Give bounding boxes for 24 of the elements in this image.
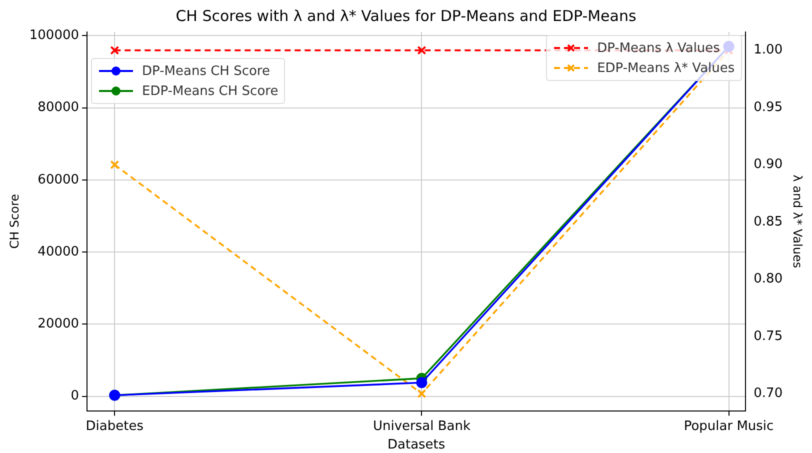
legend-label: DP-Means CH Score [142, 64, 270, 78]
chart-title: CH Scores with λ and λ* Values for DP-Means and EDP-Means [176, 6, 636, 25]
y2-tick-label: 0.85 [754, 214, 783, 230]
y2-axis-title: λ and λ* Values [790, 174, 805, 268]
y-tick-label: 100000 [29, 28, 80, 43]
legend-label: EDP-Means CH Score [142, 84, 278, 98]
x-axis-title: Datasets [387, 438, 446, 453]
y-tick-label: 80000 [38, 100, 80, 116]
y-tick-label: 0 [70, 388, 80, 404]
y-tick-label: 60000 [38, 172, 80, 188]
x-tick-label: Diabetes [86, 418, 144, 434]
legend-label: DP-Means λ Values [597, 40, 720, 56]
y-tick-label: 20000 [38, 316, 80, 332]
y-axis-title: CH Score [7, 194, 22, 249]
y-tick-label: 40000 [38, 244, 80, 260]
x-tick-label: Popular Music [684, 418, 774, 434]
legend-label: EDP-Means λ* Values [597, 60, 735, 76]
x-tick-label: Universal Bank [372, 418, 471, 434]
y2-tick-label: 0.70 [754, 386, 783, 402]
y2-tick-label: 0.75 [754, 328, 783, 344]
y2-tick-label: 0.95 [754, 100, 783, 115]
y2-tick-label: 0.80 [754, 272, 783, 287]
y2-tick-label: 1.00 [754, 42, 783, 58]
y2-tick-label: 0.90 [754, 157, 783, 172]
